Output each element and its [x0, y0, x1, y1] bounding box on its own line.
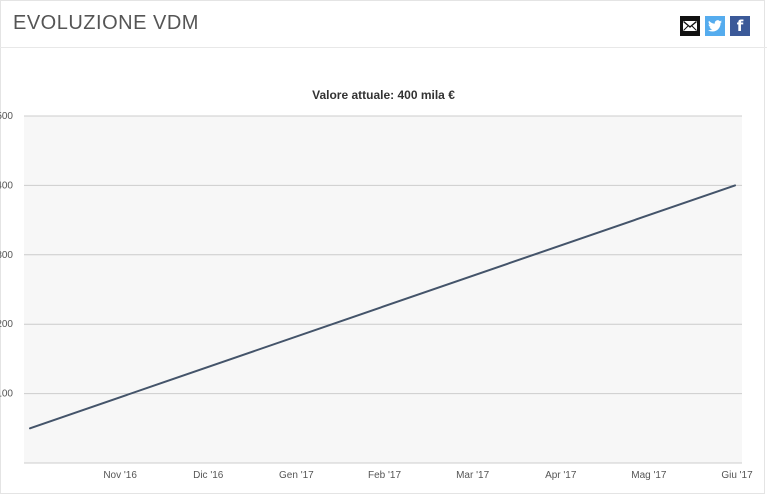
x-tick-label: Apr '17	[545, 470, 577, 481]
x-tick-label: Dic '16	[193, 470, 224, 481]
card-header: EVOLUZIONE VDM f	[0, 0, 767, 48]
y-tick-label: 200	[0, 319, 13, 330]
x-tick-label: Mar '17	[456, 470, 489, 481]
x-tick-label: Gen '17	[279, 470, 314, 481]
y-tick-label: 100	[0, 389, 13, 400]
chart-title: Valore attuale: 400 mila €	[312, 88, 455, 102]
x-tick-label: Mag '17	[631, 470, 667, 481]
y-tick-label: 500	[0, 111, 13, 122]
x-tick-label: Feb '17	[368, 470, 401, 481]
series-line	[29, 184, 736, 430]
plot-area	[24, 116, 742, 463]
email-icon	[683, 21, 697, 31]
share-twitter-button[interactable]	[705, 16, 725, 36]
y-tick-label: 400	[0, 180, 13, 191]
y-tick-label: 300	[0, 250, 13, 261]
card-title: EVOLUZIONE VDM	[13, 12, 199, 34]
x-tick-label: Giu '17	[721, 470, 753, 481]
facebook-icon: f	[736, 17, 744, 35]
x-tick-label: Nov '16	[103, 470, 137, 481]
twitter-icon	[708, 20, 722, 32]
share-facebook-button[interactable]: f	[730, 16, 750, 36]
share-email-button[interactable]	[680, 16, 700, 36]
